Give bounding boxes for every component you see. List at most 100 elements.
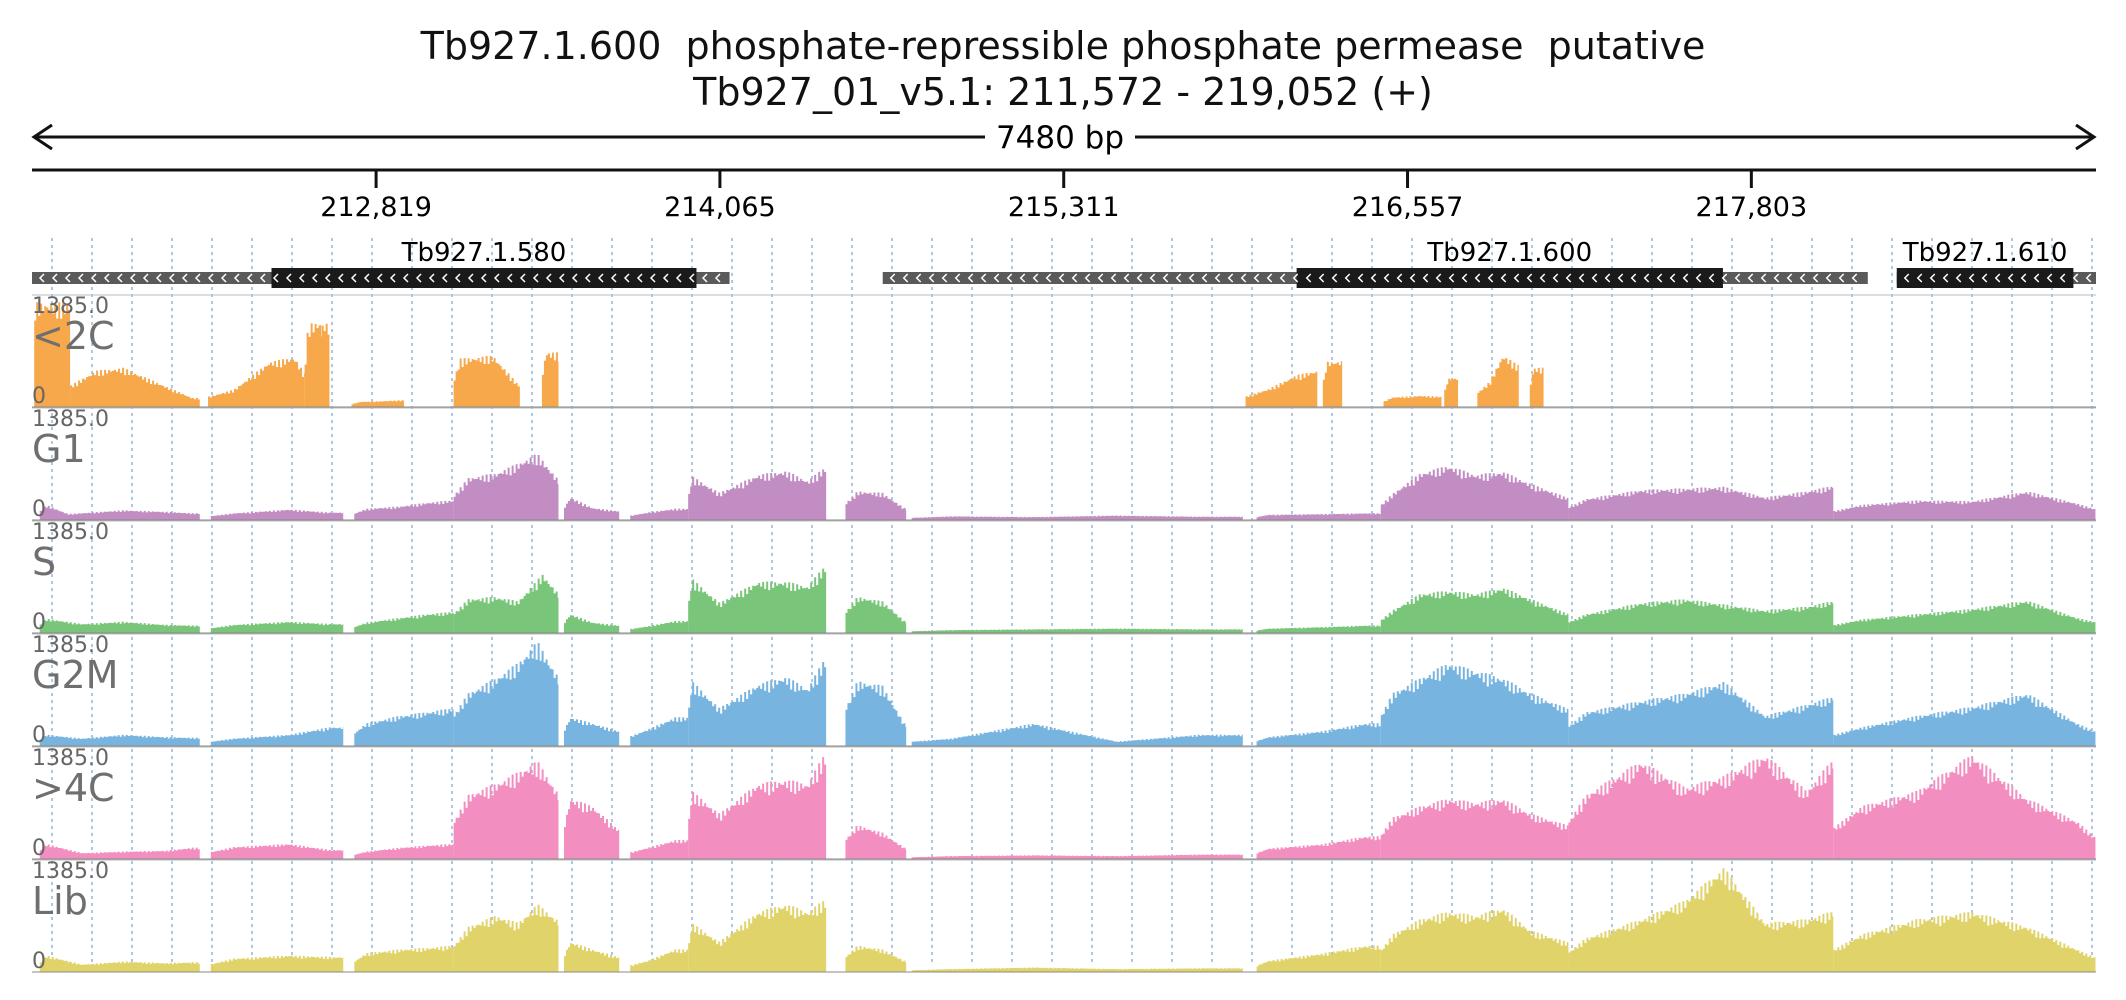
strand-chevron: [1032, 273, 1039, 283]
coverage-area: [1256, 723, 1381, 746]
track-name-label: >4C: [32, 766, 115, 810]
strand-chevron: [1916, 273, 1923, 283]
strand-chevron: [1214, 273, 1221, 283]
coverage-area: [39, 618, 200, 633]
strand-chevron: [246, 273, 253, 283]
strand-chevron: [1149, 273, 1156, 283]
strand-chevron: [454, 273, 461, 283]
strand-chevron: [941, 273, 948, 283]
track-max-label: 1385.0: [32, 633, 109, 658]
strand-chevron: [363, 273, 370, 283]
track-min-label: 0: [32, 610, 46, 635]
span-label: 7480 bp: [996, 120, 1124, 156]
strand-chevron: [1825, 273, 1832, 283]
coverage-area: [453, 904, 559, 972]
strand-chevron: [980, 273, 987, 283]
coverage-area: [1833, 492, 2096, 520]
coverage-area: [1568, 868, 1834, 972]
coverage-area: [564, 801, 620, 859]
strand-chevron: [967, 273, 974, 283]
strand-chevron: [1968, 273, 1975, 283]
tick-label: 217,803: [1696, 192, 1808, 223]
strand-chevron: [1799, 273, 1806, 283]
gene-label: Tb927.1.610: [1902, 238, 2068, 268]
coverage-area: [845, 491, 907, 520]
coverage-area: [688, 901, 827, 972]
track-name-label: <2C: [32, 314, 115, 358]
coverage-area: [1568, 599, 1834, 633]
strand-chevron: [1136, 273, 1143, 283]
strand-chevron: [915, 273, 922, 283]
tick-label: 214,065: [664, 192, 776, 223]
chart-location: Tb927_01_v5.1: 211,572 - 219,052 (+): [693, 70, 1433, 114]
strand-chevron: [233, 273, 240, 283]
strand-chevron: [532, 273, 539, 283]
strand-chevron: [1630, 273, 1637, 283]
strand-chevron: [116, 273, 123, 283]
strand-chevron: [1994, 273, 2001, 283]
strand-chevron: [636, 273, 643, 283]
strand-chevron: [1019, 273, 1026, 283]
coverage-area: [1833, 756, 2096, 859]
strand-chevron: [1123, 273, 1130, 283]
strand-chevron: [1058, 273, 1065, 283]
strand-chevron: [1539, 273, 1546, 283]
strand-chevron: [480, 273, 487, 283]
strand-chevron: [1097, 273, 1104, 283]
strand-chevron: [1266, 273, 1273, 283]
strand-chevron: [584, 273, 591, 283]
coverage-area: [1322, 361, 1343, 407]
strand-chevron: [954, 273, 961, 283]
strand-chevron: [1292, 273, 1299, 283]
strand-chevron: [1708, 273, 1715, 283]
span-arrow-left-head: [31, 123, 53, 151]
coverage-area: [1833, 912, 2096, 972]
track-name-label: S: [32, 540, 56, 584]
coverage-area: [210, 622, 344, 633]
coverage-area: [911, 854, 1243, 859]
gene-label: Tb927.1.600: [1426, 238, 1592, 268]
coverage-area: [1380, 910, 1569, 972]
strand-chevron: [1461, 273, 1468, 283]
track-min-label: 0: [32, 497, 46, 522]
coverage-area: [845, 825, 907, 859]
track-name-label: G1: [32, 427, 86, 471]
coverage-area: [453, 574, 559, 633]
coverage-area: [564, 498, 620, 520]
coverage-area: [630, 717, 689, 746]
strand-chevron: [1747, 273, 1754, 283]
strand-chevron: [1851, 273, 1858, 283]
coverage-area: [208, 359, 305, 407]
coverage-area: [564, 718, 620, 746]
strand-chevron: [1201, 273, 1208, 283]
coverage-area: [1380, 799, 1569, 859]
strand-chevron: [1643, 273, 1650, 283]
coverage-area: [351, 400, 404, 407]
track-max-label: 1385.0: [32, 294, 109, 319]
strand-chevron: [337, 273, 344, 283]
strand-chevron: [2007, 273, 2014, 283]
strand-chevron: [1409, 273, 1416, 283]
track-name-label: Lib: [32, 879, 88, 923]
strand-chevron: [1695, 273, 1702, 283]
coverage-area: [210, 509, 344, 520]
strand-chevron: [1669, 273, 1676, 283]
strand-chevron: [38, 273, 45, 283]
coverage-area: [688, 757, 827, 859]
strand-chevron: [1617, 273, 1624, 283]
coverage-area: [1380, 665, 1569, 746]
strand-chevron: [1370, 273, 1377, 283]
strand-chevron: [77, 273, 84, 283]
strand-chevron: [2033, 273, 2040, 283]
strand-chevron: [259, 273, 266, 283]
strand-chevron: [1604, 273, 1611, 283]
gene-cds: [1896, 268, 2074, 288]
coverage-area: [630, 508, 689, 520]
strand-chevron: [1734, 273, 1741, 283]
strand-chevron: [51, 273, 58, 283]
coverage-area: [1256, 836, 1381, 859]
gene-cds: [271, 268, 697, 288]
strand-chevron: [1812, 273, 1819, 283]
strand-chevron: [1318, 273, 1325, 283]
